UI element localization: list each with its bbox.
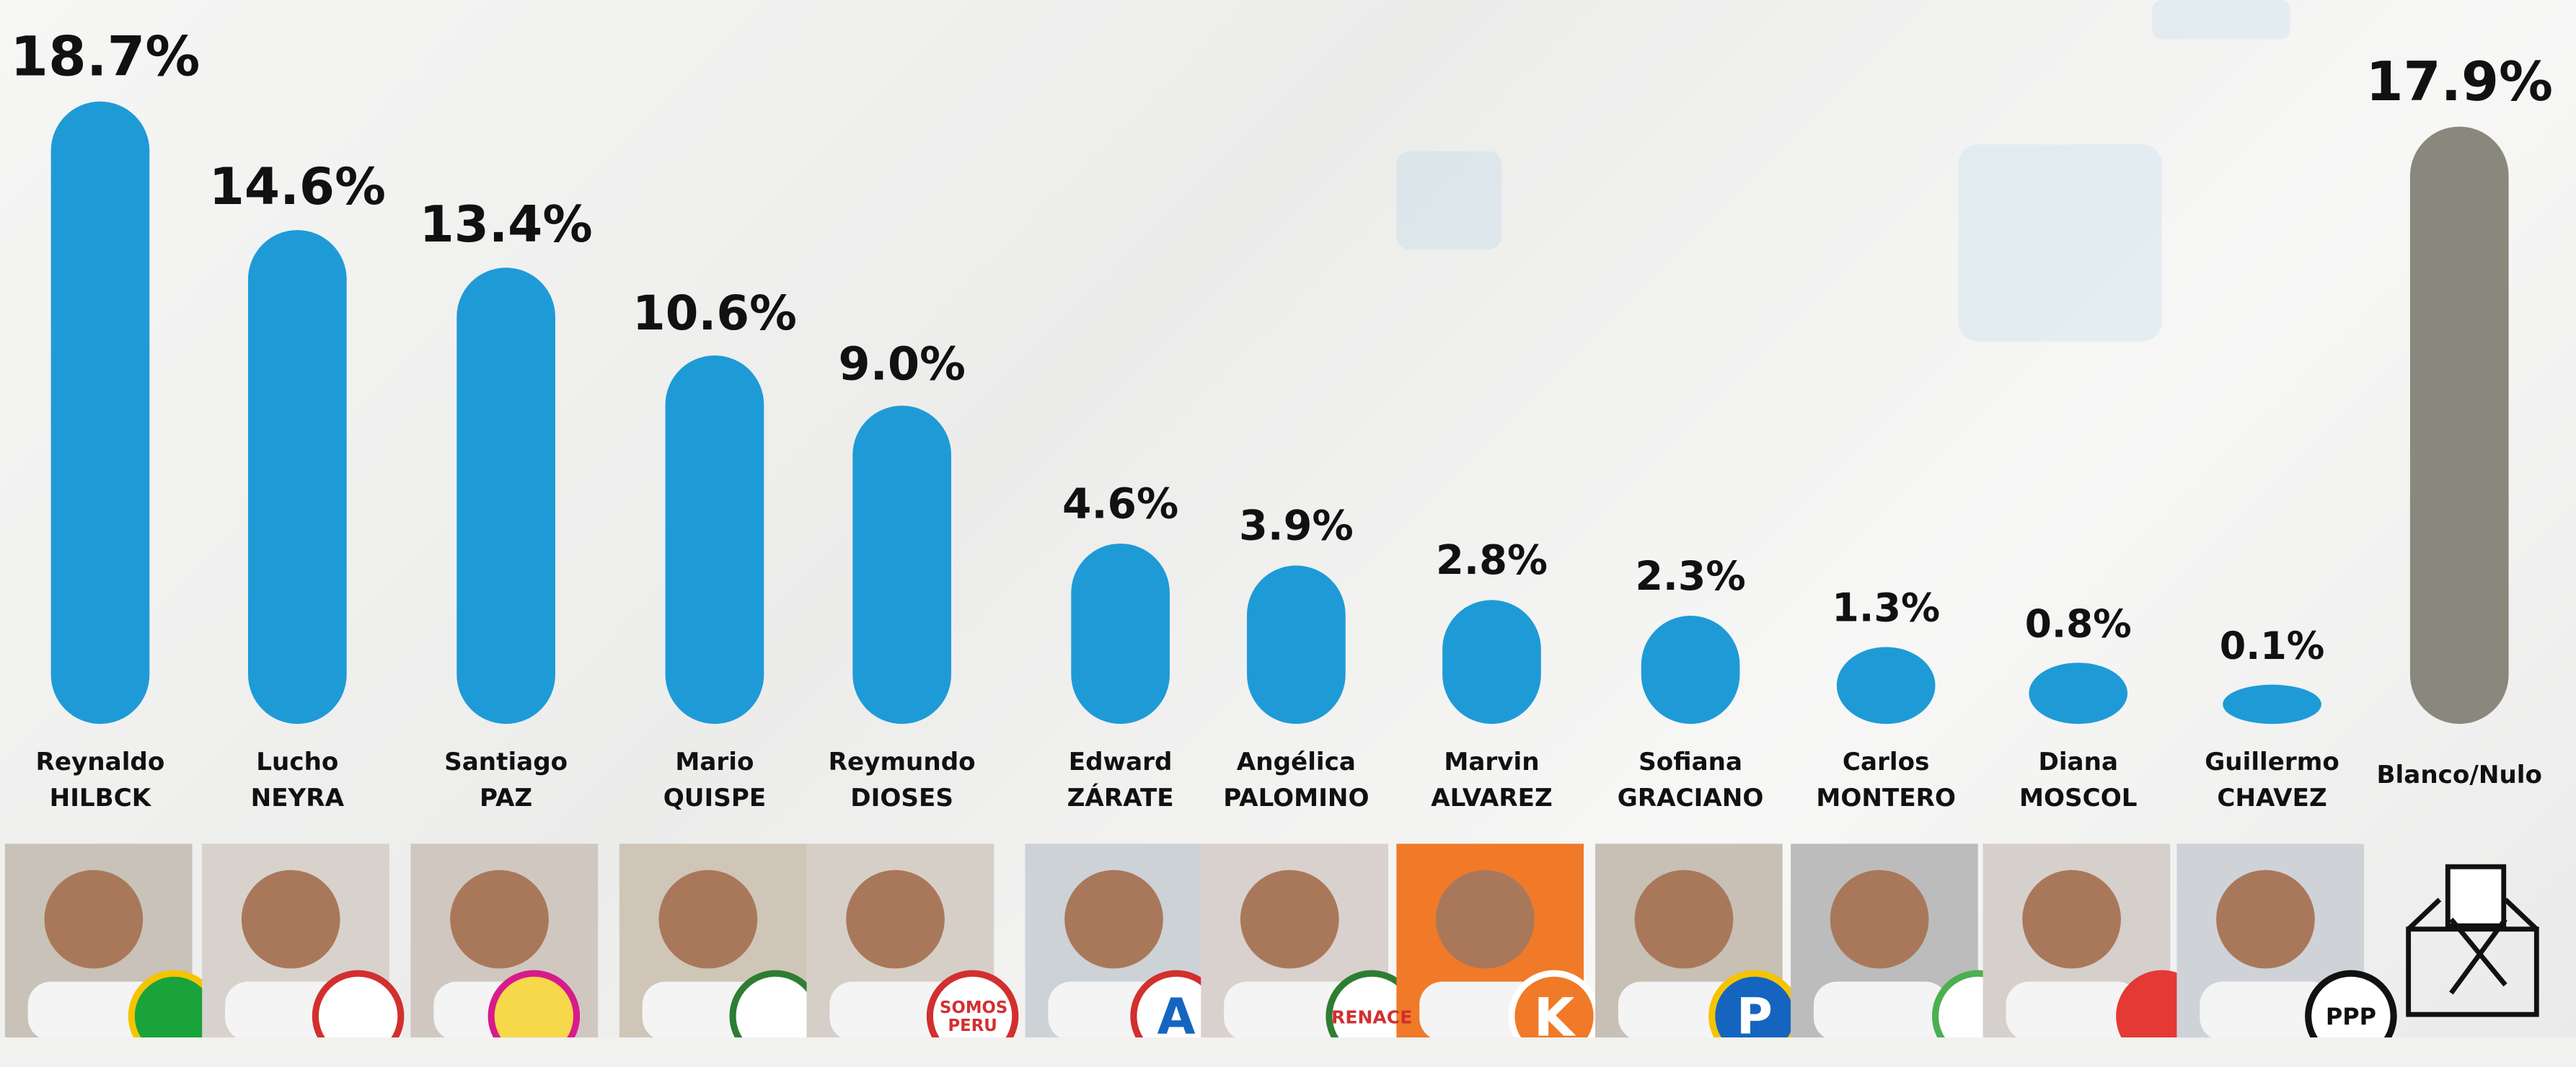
bar [248, 230, 347, 724]
torn-edge [0, 1037, 2576, 1067]
value-label: 14.6% [209, 156, 386, 216]
photo-head [2216, 870, 2315, 969]
photo-head [1830, 870, 1929, 969]
value-label: 1.3% [1832, 585, 1940, 631]
ballot-icon [2409, 867, 2537, 1014]
party-logo-text: A [1157, 989, 1196, 1047]
value-label: 2.8% [1436, 537, 1548, 584]
category-label: Angélica PALOMINO [1223, 743, 1369, 815]
bar [51, 102, 150, 724]
category-label: Diana MOSCOL [2019, 743, 2138, 815]
party-logo-text: RENACE [1331, 1007, 1412, 1029]
value-label: 18.7% [10, 25, 200, 89]
value-label: 0.1% [2220, 624, 2325, 668]
bar [1071, 544, 1170, 724]
chart: 18.7% 14.6% 13.4% 10.6% 9.0% 4.6% 3.9% 2.8% 2.3%… [0, 0, 2576, 1067]
bar [666, 355, 764, 724]
bar [1247, 565, 1346, 724]
bar [2410, 127, 2509, 725]
watermark [1396, 0, 2290, 342]
photo-strip [0, 844, 2576, 1067]
value-label: 2.3% [1635, 554, 1745, 600]
category-label: Sofiana GRACIANO [1618, 743, 1764, 815]
photo-head [1635, 870, 1734, 969]
chart-canvas: 18.7% 14.6% 13.4% 10.6% 9.0% 4.6% 3.9% 2.8% 2.3%… [0, 0, 2576, 1067]
category-label: Lucho NEYRA [251, 743, 344, 815]
bar [1837, 647, 1936, 724]
photo-head [846, 870, 945, 969]
photo-head [1240, 870, 1339, 969]
value-label: 10.6% [632, 286, 797, 341]
value-label: 17.9% [2365, 50, 2553, 113]
photo-body [1814, 982, 1949, 1041]
party-logo-text: SOMOS PERU [940, 1000, 1005, 1036]
party-logo-text: PPP [2326, 1004, 2376, 1030]
value-label: 0.8% [2025, 601, 2132, 646]
value-label: 3.9% [1239, 501, 1354, 549]
photo-head [659, 870, 758, 969]
photo-head [2022, 870, 2121, 969]
value-label: 4.6% [1062, 479, 1178, 528]
bar [1641, 616, 1740, 724]
value-label: 13.4% [420, 196, 593, 254]
category-label: Edward ZÁRATE [1067, 743, 1174, 815]
category-label: Reymundo DIOSES [829, 743, 976, 815]
value-label: 9.0% [838, 338, 966, 391]
bar [2223, 685, 2321, 724]
party-logo-text: P [1737, 989, 1773, 1047]
photo-head [1436, 870, 1535, 969]
bar [2029, 663, 2127, 724]
photo-head [45, 870, 144, 969]
category-label: Mario QUISPE [663, 743, 766, 815]
bar [1442, 600, 1541, 724]
category-label: Santiago PAZ [444, 743, 568, 815]
page: {"chart_data": {"type": "bar", "categori… [0, 0, 2576, 1067]
bar [852, 406, 951, 724]
category-label: Guillermo CHAVEZ [2205, 743, 2339, 815]
category-label: Blanco/Nulo [2377, 757, 2542, 793]
photo-head [242, 870, 340, 969]
photo-head [1064, 870, 1163, 969]
bar [456, 267, 555, 724]
party-logo-text: K [1534, 986, 1574, 1049]
category-label: Carlos MONTERO [1816, 743, 1956, 815]
category-label: Reynaldo HILBCK [36, 743, 165, 815]
category-label: Marvin ALVAREZ [1431, 743, 1553, 815]
photo-head [450, 870, 549, 969]
